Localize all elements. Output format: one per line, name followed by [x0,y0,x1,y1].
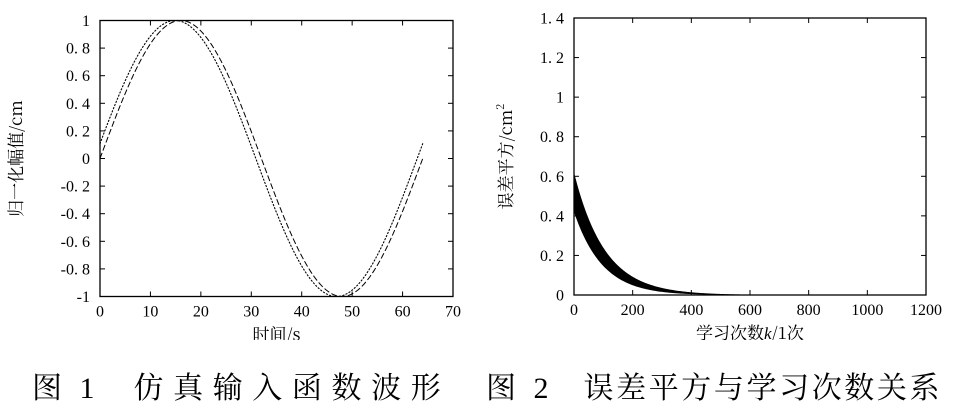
svg-text:0: 0 [96,304,104,321]
svg-text:800: 800 [797,302,821,319]
svg-text:1: 1 [556,90,564,107]
svg-text:1200: 1200 [910,302,942,319]
svg-text:200: 200 [621,302,645,319]
svg-text:20: 20 [193,304,209,321]
svg-text:0. 2: 0. 2 [66,123,90,140]
svg-text:50: 50 [344,304,360,321]
svg-text:0. 8: 0. 8 [66,41,90,58]
svg-text:400: 400 [679,302,703,319]
svg-text:时间/s: 时间/s [252,321,300,341]
svg-text:-0. 6: -0. 6 [61,234,90,251]
svg-text:-0. 2: -0. 2 [61,179,90,196]
svg-text:70: 70 [445,304,461,321]
svg-text:1. 2: 1. 2 [540,50,564,67]
svg-text:学习次数k/1次: 学习次数k/1次 [696,319,804,340]
svg-text:0: 0 [556,288,564,305]
svg-text:归一化幅值/cm: 归一化幅值/cm [2,100,27,217]
svg-text:600: 600 [738,302,762,319]
svg-text:0: 0 [570,302,578,319]
svg-text:60: 60 [395,304,411,321]
svg-text:1: 1 [82,13,90,30]
svg-text:0. 8: 0. 8 [540,129,564,146]
svg-text:0. 2: 0. 2 [540,248,564,265]
svg-text:-0. 4: -0. 4 [61,206,90,223]
svg-text:40: 40 [294,304,310,321]
svg-text:30: 30 [243,304,259,321]
svg-text:误差平方/cm2: 误差平方/cm2 [492,104,517,210]
svg-text:10: 10 [142,304,158,321]
svg-text:0. 6: 0. 6 [66,68,90,85]
svg-text:0: 0 [82,151,90,168]
svg-text:-0. 8: -0. 8 [61,261,90,278]
svg-text:0. 4: 0. 4 [66,96,90,113]
svg-text:-1: -1 [77,289,90,306]
svg-text:0. 6: 0. 6 [540,169,564,186]
svg-text:0. 4: 0. 4 [540,208,564,225]
svg-text:1000: 1000 [851,302,883,319]
svg-text:1. 4: 1. 4 [540,11,564,28]
